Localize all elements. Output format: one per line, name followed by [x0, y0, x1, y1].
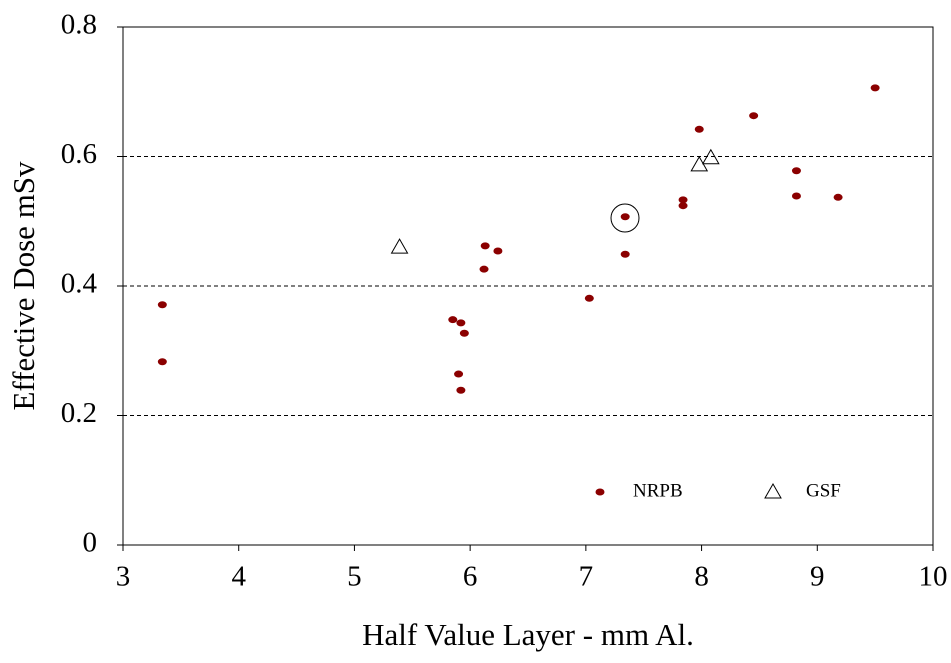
x-axis-title: Half Value Layer - mm Al.	[362, 617, 694, 652]
y-tick-label: 0	[83, 527, 98, 559]
dot-marker	[157, 358, 167, 366]
dot-marker	[678, 202, 688, 210]
dot-marker	[791, 192, 801, 200]
highlight-circle	[610, 203, 640, 233]
dot-marker	[620, 250, 630, 258]
x-tick-label: 6	[463, 561, 478, 593]
x-tick-label: 7	[579, 561, 594, 593]
dot-marker	[456, 319, 466, 327]
dot-marker	[870, 84, 880, 92]
dot-marker	[620, 213, 630, 221]
y-axis-title: Effective Dose mSv	[6, 161, 41, 411]
dot-marker	[493, 247, 503, 255]
legend-marker	[764, 482, 782, 499]
legend-marker	[595, 488, 605, 496]
triangle-marker	[390, 238, 409, 254]
dot-marker	[459, 329, 469, 337]
x-tick-label: 5	[347, 561, 362, 593]
x-tick-label: 8	[694, 561, 709, 593]
triangle-marker	[701, 148, 720, 165]
dot-marker	[456, 386, 466, 394]
dot-marker	[448, 316, 458, 324]
y-tick-label: 0.4	[61, 268, 98, 300]
legend-label: GSF	[806, 480, 841, 501]
y-tick-label: 0.8	[61, 9, 97, 41]
y-tick-label: 0.6	[61, 138, 97, 170]
dot-marker	[749, 112, 759, 120]
dot-marker	[791, 167, 801, 175]
x-tick-label: 4	[231, 561, 246, 593]
dot-marker	[833, 193, 843, 201]
dot-marker	[479, 265, 489, 273]
legend-label: NRPB	[633, 480, 683, 501]
dot-marker	[454, 370, 464, 378]
dot-marker	[157, 301, 167, 309]
dot-marker	[694, 125, 704, 133]
x-tick-label: 9	[810, 561, 825, 593]
x-tick-label: 3	[116, 561, 131, 593]
y-tick-label: 0.2	[61, 397, 97, 429]
dot-marker	[480, 242, 490, 250]
dot-marker	[678, 196, 688, 204]
dot-marker	[584, 294, 594, 302]
x-tick-label: 10	[919, 561, 948, 593]
